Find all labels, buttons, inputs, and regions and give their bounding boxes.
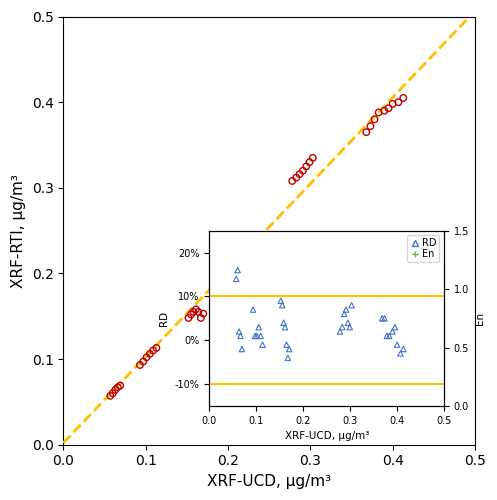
Point xyxy=(400,94,408,102)
Y-axis label: XRF-RTI, μg/m³: XRF-RTI, μg/m³ xyxy=(11,174,26,288)
Point xyxy=(389,100,397,108)
Point xyxy=(189,308,197,316)
Point xyxy=(371,116,379,124)
Point xyxy=(194,308,202,316)
Point xyxy=(199,310,207,318)
Point xyxy=(149,346,157,354)
Point xyxy=(184,314,192,322)
Point xyxy=(146,350,154,358)
Point xyxy=(395,98,403,106)
Point xyxy=(302,162,310,170)
Point xyxy=(380,107,388,115)
Y-axis label: En: En xyxy=(475,312,485,325)
Point xyxy=(306,158,314,166)
Point xyxy=(375,108,383,116)
Point xyxy=(109,390,117,398)
Point xyxy=(111,386,119,394)
Point xyxy=(385,104,393,112)
Point xyxy=(288,177,296,185)
Point xyxy=(192,306,200,314)
Point xyxy=(197,314,205,322)
Point xyxy=(296,170,304,178)
Point xyxy=(139,358,147,366)
Point xyxy=(187,310,195,318)
Point xyxy=(116,382,124,390)
Point xyxy=(292,174,300,182)
Point xyxy=(143,354,151,362)
Point xyxy=(366,122,374,130)
Point xyxy=(114,384,122,392)
Point xyxy=(106,392,114,400)
Point xyxy=(362,128,370,136)
Point xyxy=(309,154,317,162)
X-axis label: XRF-UCD, μg/m³: XRF-UCD, μg/m³ xyxy=(207,474,331,489)
Point xyxy=(299,166,307,174)
Point xyxy=(136,361,144,369)
Point xyxy=(153,344,161,352)
